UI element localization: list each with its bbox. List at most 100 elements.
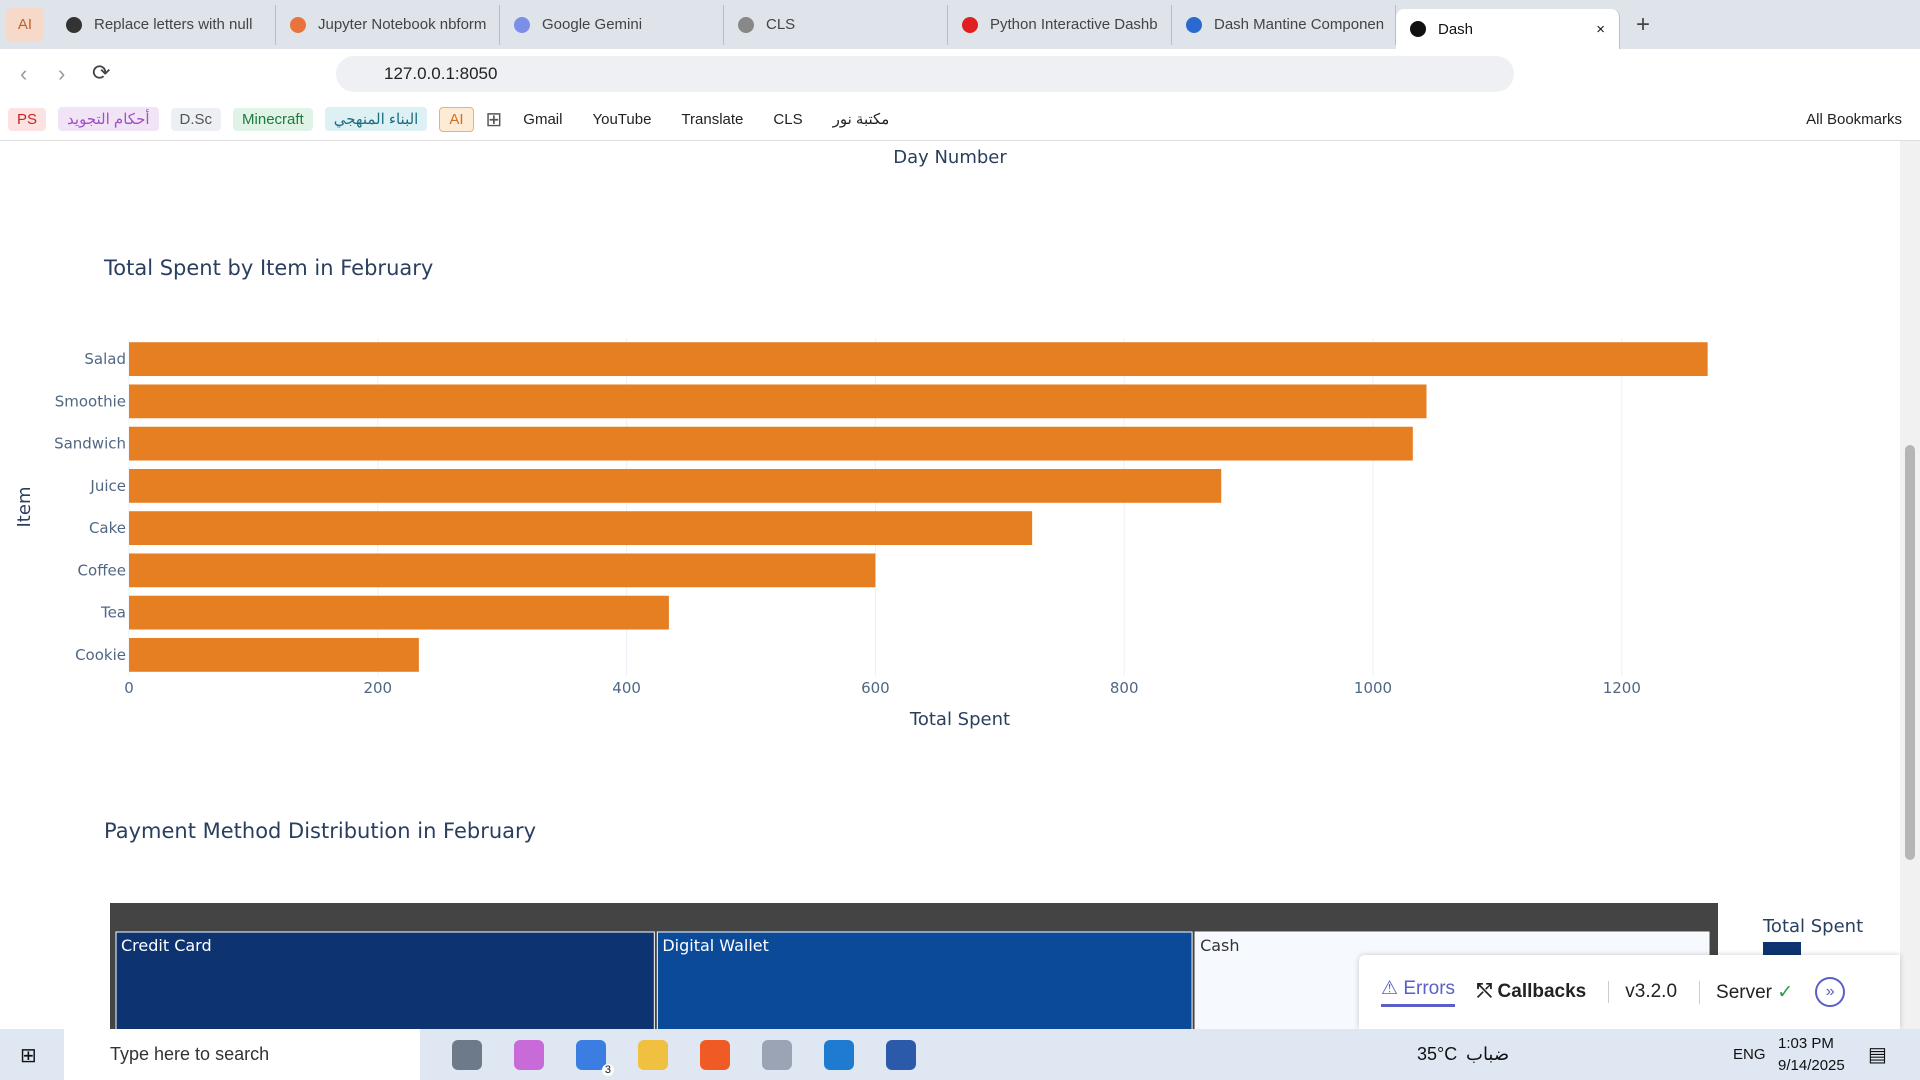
x-tick-label: 200 (363, 679, 392, 697)
tab[interactable]: Google Gemini (500, 4, 724, 45)
y-tick-label: Tea (100, 604, 126, 622)
tab-bar: AI Replace letters with null Jupyter Note… (0, 0, 1920, 49)
bookmark[interactable]: البناء المنهجي (324, 107, 428, 131)
server-label: Server (1716, 981, 1772, 1003)
x-tick-label: 800 (1110, 679, 1139, 697)
bookmark[interactable]: مكتبة نور (832, 111, 890, 128)
server-status: Server ✓ (1699, 980, 1793, 1004)
back-button[interactable]: ‹ (20, 61, 28, 86)
vscode-icon[interactable] (824, 1039, 854, 1070)
x-tick-label: 600 (861, 679, 890, 697)
y-tick-label: Salad (84, 350, 126, 368)
bar (129, 342, 1708, 377)
treemap-tile (656, 931, 1193, 1029)
start-button[interactable]: ⊞ (20, 1045, 37, 1067)
axis-title: Day Number (893, 147, 1007, 168)
bookmark[interactable]: أحكام التجويد (58, 107, 159, 131)
bookmark[interactable]: Translate (681, 110, 744, 128)
forward-button[interactable]: › (58, 61, 66, 86)
dashboard: Day Number Total Spent by Item in Februar… (14, 147, 1863, 1029)
y-tick-label: Cake (89, 519, 126, 537)
reload-button[interactable]: ⟳ (92, 60, 111, 85)
date: 9/14/2025 (1778, 1057, 1845, 1074)
colorbar-title: Total Spent (1762, 916, 1863, 937)
url-field[interactable]: 127.0.0.1:8050 (336, 56, 1514, 92)
taskbar: ⊞ Type here to search 3 35°C ضباب ENG 1:… (0, 1029, 1920, 1080)
brave-icon[interactable] (700, 1039, 730, 1070)
bar (129, 595, 669, 630)
callbacks-tab[interactable]: ⤲ Callbacks (1477, 981, 1587, 1002)
bar (129, 426, 1413, 461)
bookmark[interactable]: AI (439, 106, 474, 132)
tab-icon (514, 16, 530, 33)
bookmark[interactable]: Minecraft (233, 107, 313, 131)
x-tick-label: 1200 (1603, 679, 1641, 697)
tab[interactable]: Jupyter Notebook nbform (276, 4, 500, 45)
tile-label: Digital Wallet (662, 936, 769, 955)
errors-label: Errors (1403, 978, 1456, 999)
language[interactable]: ENG (1733, 1046, 1766, 1063)
axis-title: Total Spent (909, 709, 1010, 730)
dash-debug-menu: ⚠ Errors ⤲ Callbacks v3.2.0 Server ✓ » (1359, 955, 1900, 1029)
search-box[interactable]: Type here to search (64, 1029, 420, 1080)
weather: ضباب (1466, 1044, 1510, 1064)
bookmarks-bar: PS أحكام التجويد D.Sc Minecraft البناء المنه… (0, 98, 1920, 141)
address-bar: ‹ › ⟳ 127.0.0.1:8050 (0, 49, 1920, 98)
tile-label: Cash (1200, 936, 1239, 955)
all-bookmarks[interactable]: All Bookmarks (1806, 110, 1902, 128)
bookmark[interactable]: YouTube (592, 110, 652, 128)
apps-icon[interactable]: ⊞ (485, 108, 503, 131)
search-placeholder: Type here to search (110, 1044, 270, 1064)
app-icon[interactable] (762, 1039, 792, 1070)
pinned-tab[interactable]: AI (6, 7, 44, 42)
tab-close[interactable]: × (1596, 20, 1605, 38)
tab-title: Jupyter Notebook nbform (318, 16, 487, 33)
notifications[interactable]: ▤ (1868, 1044, 1887, 1066)
bar (129, 637, 419, 672)
tab[interactable]: Python Interactive Dashb (948, 4, 1172, 45)
todo-badge: 3 (601, 1063, 614, 1076)
tab-icon (1410, 21, 1426, 37)
y-tick-label: Cookie (75, 646, 126, 664)
tab[interactable]: Dash Mantine Componen (1172, 4, 1396, 45)
tab-icon (738, 16, 754, 33)
todo-icon[interactable]: 3 (576, 1039, 614, 1076)
word-icon[interactable] (886, 1039, 916, 1070)
bookmark[interactable]: PS (8, 107, 47, 131)
tab-title: Google Gemini (542, 16, 643, 33)
bar (129, 511, 1033, 546)
new-tab[interactable]: + (1636, 10, 1651, 38)
tab-title: Dash Mantine Componen (1214, 16, 1385, 33)
axis-title: Item (14, 487, 35, 528)
y-tick-label: Smoothie (55, 392, 126, 410)
scrollbar-thumb[interactable] (1905, 445, 1915, 860)
bar (129, 468, 1222, 503)
bookmark[interactable]: D.Sc (170, 107, 222, 131)
explorer-icon[interactable] (638, 1039, 668, 1070)
bar (129, 553, 876, 588)
temperature: 35°C (1417, 1044, 1458, 1064)
version: v3.2.0 (1608, 981, 1677, 1003)
task-view[interactable] (452, 1039, 482, 1070)
tab-icon (66, 16, 82, 33)
tab-icon (1186, 16, 1202, 33)
tab-title: Dash (1438, 20, 1474, 38)
bookmark[interactable]: Gmail (523, 110, 563, 128)
x-tick-label: 0 (124, 679, 134, 697)
treemap-tile (115, 931, 655, 1029)
y-tick-label: Coffee (78, 561, 126, 579)
collapse-button[interactable]: » (1815, 977, 1846, 1007)
chart-title: Total Spent by Item in February (103, 256, 433, 280)
errors-tab[interactable]: ⚠ Errors (1381, 977, 1456, 1007)
x-tick-label: 1000 (1354, 679, 1392, 697)
tab-title: CLS (766, 16, 796, 33)
tab[interactable]: Dash × (1396, 9, 1620, 49)
bar (129, 384, 1427, 419)
tab[interactable]: Replace letters with null (52, 4, 276, 45)
copilot-icon[interactable] (514, 1039, 544, 1070)
tab[interactable]: CLS (724, 4, 948, 45)
x-tick-label: 400 (612, 679, 641, 697)
bookmark[interactable]: CLS (773, 110, 803, 128)
callbacks-label: Callbacks (1497, 981, 1587, 1002)
